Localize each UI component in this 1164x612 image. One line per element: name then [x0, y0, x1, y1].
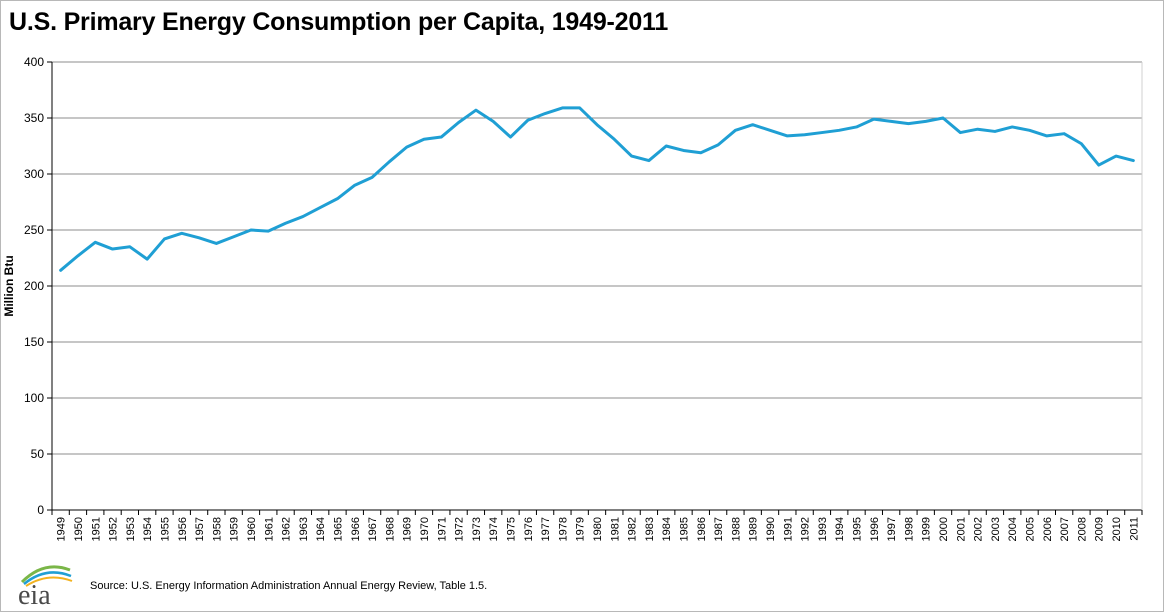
x-tick-label: 1986 [696, 517, 708, 541]
x-tick-label: 2001 [955, 517, 967, 541]
x-tick-label: 1949 [56, 517, 68, 541]
x-tick-label: 1994 [834, 517, 846, 541]
x-tick-label: 1968 [384, 517, 396, 541]
x-tick-label: 1971 [436, 517, 448, 541]
x-tick-label: 1998 [903, 517, 915, 541]
y-tick-label: 350 [24, 111, 44, 125]
chart-title: U.S. Primary Energy Consumption per Capi… [9, 8, 669, 36]
x-tick-label: 1961 [263, 517, 275, 541]
x-tick-label: 1960 [246, 517, 258, 541]
x-tick-label: 1953 [125, 517, 137, 541]
x-tick-label: 1952 [108, 517, 120, 541]
x-tick-label: 1983 [644, 517, 656, 541]
x-tick-label: 1981 [609, 517, 621, 541]
x-tick-label: 1951 [90, 517, 102, 541]
x-tick-label: 1967 [367, 517, 379, 541]
x-tick-label: 1955 [159, 517, 171, 541]
y-tick-label: 100 [24, 391, 44, 405]
series-line [59, 106, 1135, 272]
x-tick-label: 1990 [765, 517, 777, 541]
x-tick-label: 1991 [782, 517, 794, 541]
x-tick-label: 1959 [229, 517, 241, 541]
x-tick-label: 1985 [679, 517, 691, 541]
x-tick-label: 2011 [1128, 517, 1140, 541]
y-tick-label: 250 [24, 223, 44, 237]
x-tick-label: 1963 [298, 517, 310, 541]
x-tick-label: 1988 [730, 517, 742, 541]
x-tick-label: 1958 [211, 517, 223, 541]
x-tick-label: 1989 [748, 517, 760, 541]
x-tick-label: 1973 [471, 517, 483, 541]
x-tick-label: 1997 [886, 517, 898, 541]
x-tick-label: 1993 [817, 517, 829, 541]
x-tick-label: 2000 [938, 517, 950, 541]
x-tick-label: 1978 [557, 517, 569, 541]
y-tick-labels: 0 50 100 150 200 250 300 350 400 [24, 55, 44, 517]
x-tick-label: 1980 [592, 517, 604, 541]
x-tick-label: 2010 [1111, 517, 1123, 541]
axes [47, 61, 1143, 515]
x-tick-label: 1957 [194, 517, 206, 541]
x-tick-label: 1969 [402, 517, 414, 541]
y-tick-label: 300 [24, 167, 44, 181]
x-tick-label: 1995 [852, 517, 864, 541]
eia-logo-icon: eia [18, 565, 73, 608]
x-tick-label: 1987 [713, 517, 725, 541]
x-tick-label: 2006 [1042, 517, 1054, 541]
source-note: Source: U.S. Energy Information Administ… [90, 580, 488, 592]
x-tick-label: 2008 [1076, 517, 1088, 541]
x-tick-label: 1982 [627, 517, 639, 541]
x-tick-label: 2003 [990, 517, 1002, 541]
x-tick-label: 1970 [419, 517, 431, 541]
x-tick-label: 1979 [575, 517, 587, 541]
y-tick-label: 50 [31, 447, 45, 461]
x-tick-label: 1972 [454, 517, 466, 541]
x-tick-label: 1992 [800, 517, 812, 541]
x-tick-label: 1975 [505, 517, 517, 541]
x-tick-label: 1956 [177, 517, 189, 541]
x-tick-label: 1950 [73, 517, 85, 541]
x-tick-label: 2002 [973, 517, 985, 541]
y-tick-label: 0 [37, 503, 44, 517]
series-layer [59, 106, 1135, 272]
y-tick-label: 200 [24, 279, 44, 293]
x-tick-label: 1965 [332, 517, 344, 541]
x-tick-label: 2005 [1025, 517, 1037, 541]
x-tick-label: 2009 [1094, 517, 1106, 541]
y-tick-label: 400 [24, 55, 44, 69]
x-tick-label: 2004 [1007, 517, 1019, 541]
x-tick-label: 1996 [869, 517, 881, 541]
x-tick-label: 1962 [281, 517, 293, 541]
y-axis-label: Million Btu [2, 255, 16, 316]
x-tick-label: 1954 [142, 517, 154, 541]
eia-logo-text: eia [18, 580, 51, 608]
x-tick-label: 1966 [350, 517, 362, 541]
x-tick-label: 1999 [921, 517, 933, 541]
x-tick-label: 1976 [523, 517, 535, 541]
y-tick-label: 150 [24, 335, 44, 349]
x-tick-label: 1984 [661, 517, 673, 541]
x-tick-label: 2007 [1059, 517, 1071, 541]
gridlines [52, 61, 1142, 455]
x-tick-label: 1964 [315, 517, 327, 541]
x-tick-label: 1974 [488, 517, 500, 541]
x-tick-label: 1977 [540, 517, 552, 541]
x-tick-labels: 1949 1950 1951 1952 1953 1954 1955 1956 1957 1958… [56, 517, 1141, 541]
